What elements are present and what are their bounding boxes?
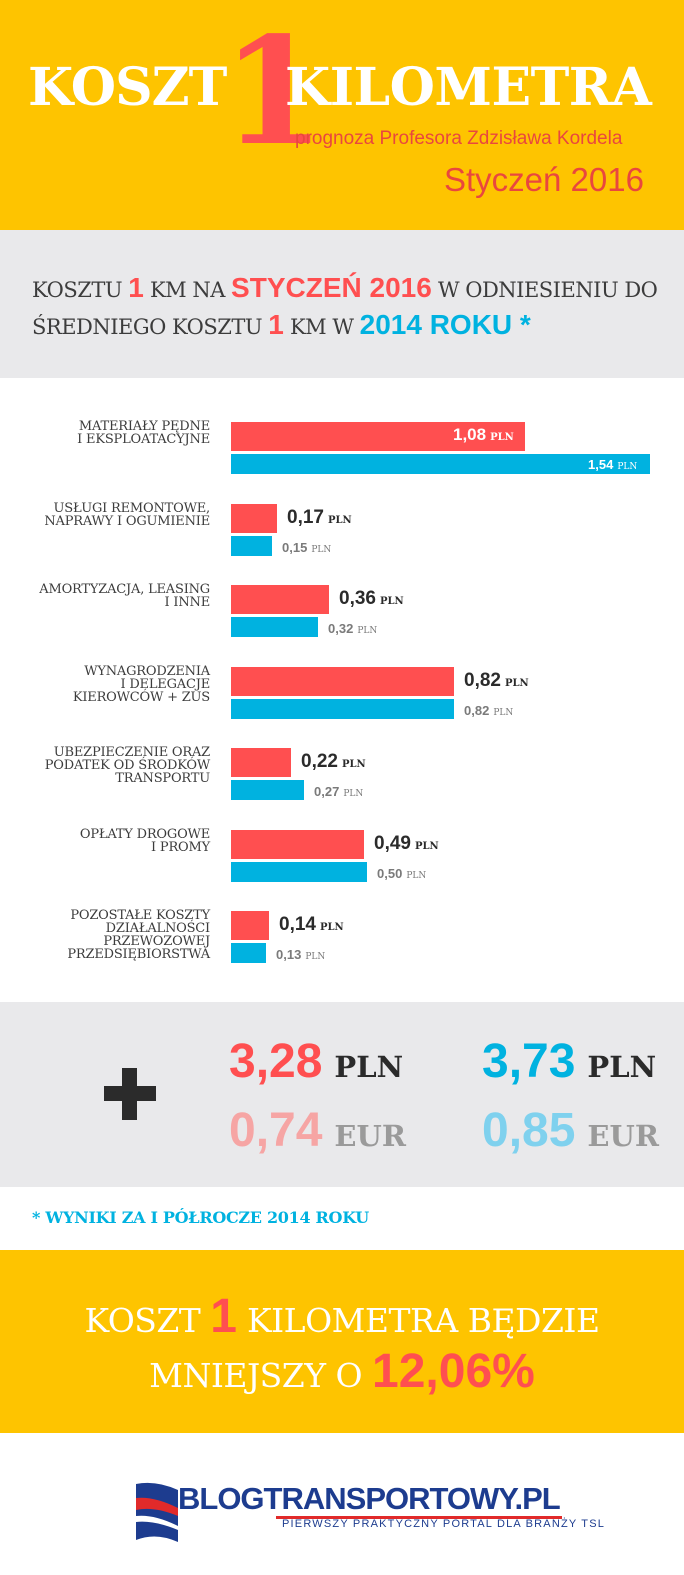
blogtransportowy-logo[interactable]: BLOGTRANSPORTOWY.PL PIERWSZY PRAKTYCZNY … xyxy=(132,1480,604,1550)
value-label-2014-5: 0,27 PLN xyxy=(314,784,364,799)
bar-2016-1 xyxy=(231,422,525,451)
intro-line-2: ŚREDNIEGO KOSZTU 1 KM W 2014 ROKU * xyxy=(32,305,531,347)
value-label-2016-6: 0,49 PLN xyxy=(374,833,439,854)
title-kilometra: KILOMETRA xyxy=(285,57,652,118)
bar-2014-6 xyxy=(231,862,367,882)
intro-band xyxy=(0,230,684,378)
bar-2016-5 xyxy=(231,748,291,777)
intro-number: 1 xyxy=(268,309,284,340)
conclusion-number: 1 xyxy=(210,1290,237,1343)
conclusion-band xyxy=(0,1250,684,1433)
total-2014-eur: 0,85 EUR xyxy=(482,1106,659,1167)
category-label-5: UBEZPIECZENIE ORAZ PODATEK OD ŚRODKÓW TR… xyxy=(44,745,210,786)
logo-tagline: PIERWSZY PRAKTYCZNY PORTAL DLA BRANŻY TS… xyxy=(282,1518,606,1530)
value-label-2014-4: 0,82 PLN xyxy=(464,703,514,718)
bar-2014-2 xyxy=(231,536,272,556)
intro-text: W ODNIESIENIU DO xyxy=(431,278,658,302)
value-label-2014-3: 0,32 PLN xyxy=(328,621,378,636)
total-value: 0,85 xyxy=(482,1104,576,1157)
value-label-2014-1: 1,54 PLN xyxy=(588,457,638,472)
value-label-2016-1: 1,08 PLN xyxy=(453,425,514,444)
bar-2014-7 xyxy=(231,943,266,963)
total-2014-pln: 3,73 PLN xyxy=(482,1037,656,1098)
bar-2016-6 xyxy=(231,830,364,859)
title-koszt: KOSZT xyxy=(28,57,227,118)
total-value: 0,74 xyxy=(229,1104,323,1157)
conclusion-text: KOSZT xyxy=(84,1301,211,1340)
logo-mark-icon xyxy=(136,1482,178,1542)
total-unit: EUR xyxy=(587,1119,659,1153)
intro-number: 1 xyxy=(128,272,144,303)
header-band xyxy=(0,0,684,230)
intro-text: KM W xyxy=(283,315,360,339)
total-unit: PLN xyxy=(334,1050,404,1084)
cost-bar-chart: MATERIAŁY PĘDNE I EKSPLOATACYJNE 1,08 PLN 1… xyxy=(0,380,684,1000)
intro-line-1: KOSZTU 1 KM NA STYCZEŃ 2016 W ODNIESIENI… xyxy=(32,268,658,310)
value-label-2014-7: 0,13 PLN xyxy=(276,947,326,962)
title-number: 1 xyxy=(222,4,325,178)
value-label-2016-2: 0,17 PLN xyxy=(287,507,352,528)
total-unit: PLN xyxy=(587,1050,657,1084)
conclusion-line-2: MNIEJSZY O 12,06% xyxy=(0,1343,684,1405)
bar-2016-2 xyxy=(231,504,277,533)
value-label-2016-3: 0,36 PLN xyxy=(339,588,404,609)
plus-icon xyxy=(104,1068,156,1120)
value-label-2016-7: 0,14 PLN xyxy=(279,914,344,935)
bar-2014-1 xyxy=(231,454,650,474)
subtitle: prognoza Profesora Zdzisława Kordela xyxy=(295,128,623,149)
total-2016-pln: 3,28 PLN xyxy=(229,1037,403,1098)
logo-text: BLOGTRANSPORTOWY.PL xyxy=(178,1481,561,1516)
bar-2016-7 xyxy=(231,911,269,940)
total-unit: EUR xyxy=(334,1119,406,1153)
category-label-1: MATERIAŁY PĘDNE I EKSPLOATACYJNE xyxy=(77,419,210,447)
bar-2014-3 xyxy=(231,617,318,637)
value-label-2016-5: 0,22 PLN xyxy=(301,751,366,772)
conclusion-percentage: 12,06% xyxy=(372,1345,535,1398)
footnote: * WYNIKI ZA I PÓŁROCZE 2014 ROKU xyxy=(32,1208,369,1227)
bar-2014-5 xyxy=(231,780,304,800)
intro-text: ŚREDNIEGO KOSZTU xyxy=(32,315,269,339)
category-label-3: AMORTYZACJA, LEASING I INNE xyxy=(39,582,210,610)
conclusion-text: MNIEJSZY O xyxy=(149,1356,373,1395)
bar-2014-4 xyxy=(231,699,454,719)
date-label: Styczeń 2016 xyxy=(444,161,644,198)
conclusion-text: KILOMETRA BĘDZIE xyxy=(237,1301,600,1340)
category-label-2: USŁUGI REMONTOWE, NAPRAWY I OGUMIENIE xyxy=(44,501,210,529)
category-label-4: WYNAGRODZENIA I DELEGACJE KIEROWCÓW + ZU… xyxy=(72,664,210,705)
intro-highlight-2016: STYCZEŃ 2016 xyxy=(231,272,432,303)
category-label-7: POZOSTAŁE KOSZTY DZIAŁALNOŚCI PRZEWOZOWE… xyxy=(67,908,210,962)
value-label-2014-6: 0,50 PLN xyxy=(377,866,427,881)
value-label-2014-2: 0,15 PLN xyxy=(282,540,332,555)
category-label-6: OPŁATY DROGOWE I PROMY xyxy=(79,827,210,855)
intro-highlight-2014: 2014 ROKU * xyxy=(359,309,531,340)
logo-underline xyxy=(276,1516,562,1519)
bar-2016-3 xyxy=(231,585,329,614)
total-2016-eur: 0,74 EUR xyxy=(229,1106,406,1167)
bar-2016-4 xyxy=(231,667,454,696)
total-value: 3,28 xyxy=(229,1035,323,1088)
value-label-2016-4: 0,82 PLN xyxy=(464,670,529,691)
intro-text: KM NA xyxy=(143,278,232,302)
intro-text: KOSZTU xyxy=(32,278,129,302)
conclusion-line-1: KOSZT 1 KILOMETRA BĘDZIE xyxy=(0,1288,684,1350)
total-value: 3,73 xyxy=(482,1035,576,1088)
